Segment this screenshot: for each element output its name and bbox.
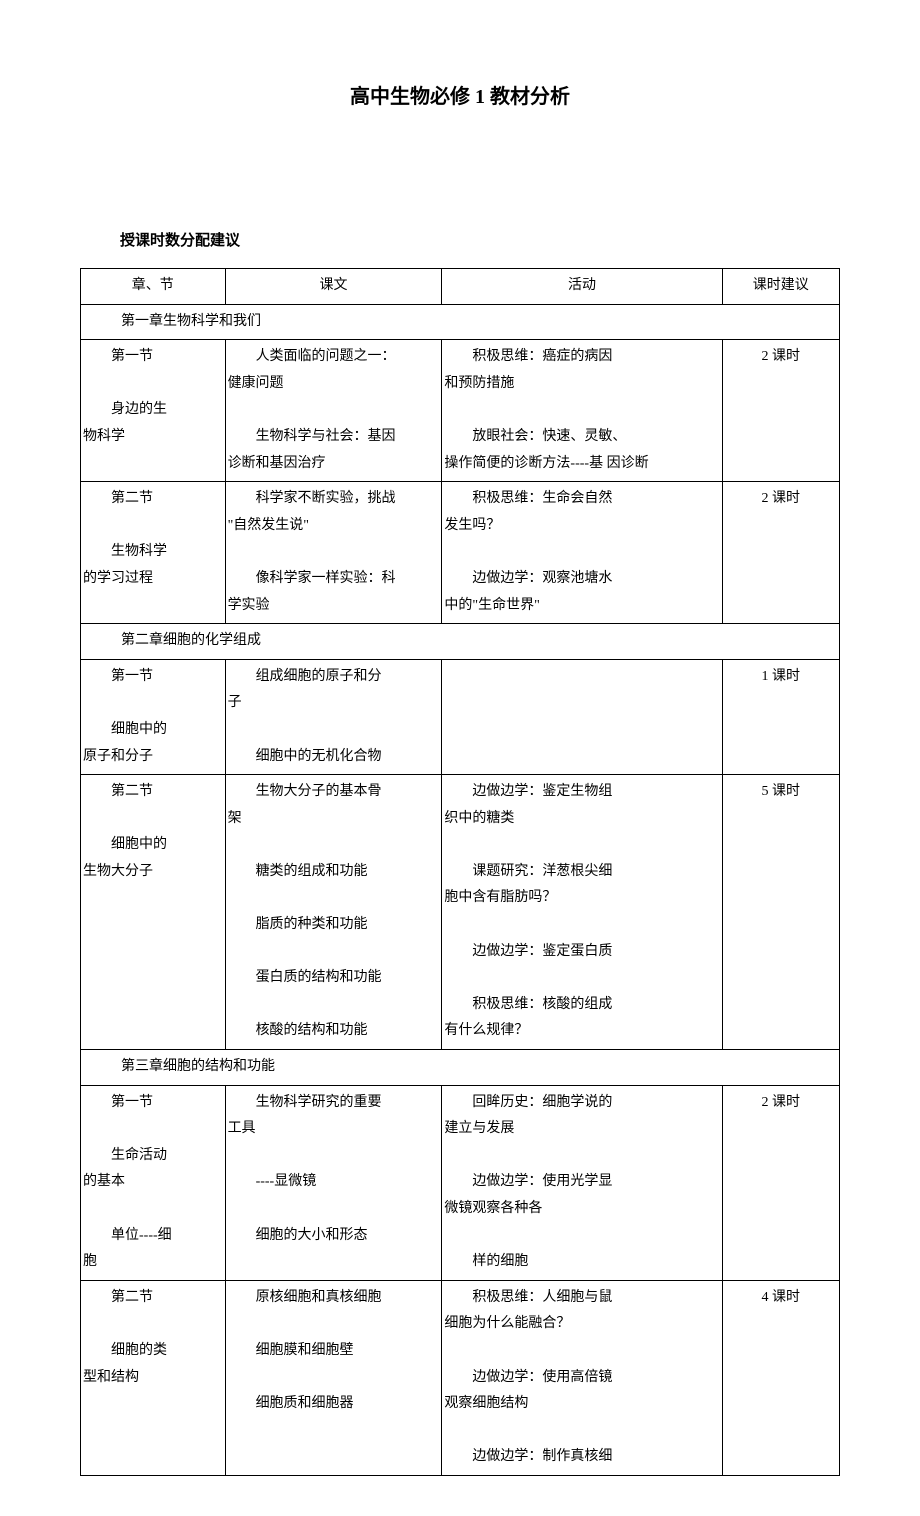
section-subtitle: 授课时数分配建议 <box>120 229 840 250</box>
activity-cell: 回眸历史：细胞学说的 建立与发展 边做边学：使用光学显 微镜观察各种各 样的细胞 <box>442 1085 722 1280</box>
lesson-cell: 组成细胞的原子和分 子 细胞中的无机化合物 <box>225 659 442 774</box>
lesson-cell: 生物大分子的基本骨 架 糖类的组成和功能 脂质的种类和功能 蛋白质的结构和功能 … <box>225 775 442 1050</box>
table-header-row: 章、节 课文 活动 课时建议 <box>81 269 840 305</box>
chapter-row: 第二章细胞的化学组成 <box>81 624 840 660</box>
chapter-row: 第一章生物科学和我们 <box>81 304 840 340</box>
lesson-cell: 科学家不断实验，挑战 "自然发生说" 像科学家一样实验：科 学实验 <box>225 482 442 624</box>
section-cell: 第二节 细胞的类 型和结构 <box>81 1280 226 1475</box>
hours-cell: 4 课时 <box>722 1280 839 1475</box>
section-cell: 第二节 生物科学 的学习过程 <box>81 482 226 624</box>
activity-cell: 积极思维：癌症的病因 和预防措施 放眼社会：快速、灵敏、 操作简便的诊断方法--… <box>442 340 722 482</box>
table-row: 第二节 细胞的类 型和结构 原核细胞和真核细胞 细胞膜和细胞壁 细胞质和细胞器 … <box>81 1280 840 1475</box>
lesson-cell: 原核细胞和真核细胞 细胞膜和细胞壁 细胞质和细胞器 <box>225 1280 442 1475</box>
hours-cell: 2 课时 <box>722 340 839 482</box>
hours-cell: 1 课时 <box>722 659 839 774</box>
chapter-title: 第一章生物科学和我们 <box>81 304 840 340</box>
section-cell: 第二节 细胞中的 生物大分子 <box>81 775 226 1050</box>
header-activity: 活动 <box>442 269 722 305</box>
section-cell: 第一节 生命活动 的基本 单位----细 胞 <box>81 1085 226 1280</box>
schedule-table: 章、节 课文 活动 课时建议 第一章生物科学和我们 第一节 身边的生 物科学 人… <box>80 268 840 1476</box>
section-cell: 第一节 细胞中的 原子和分子 <box>81 659 226 774</box>
hours-cell: 2 课时 <box>722 1085 839 1280</box>
header-hours: 课时建议 <box>722 269 839 305</box>
table-row: 第一节 生命活动 的基本 单位----细 胞 生物科学研究的重要 工具 ----… <box>81 1085 840 1280</box>
hours-cell: 2 课时 <box>722 482 839 624</box>
hours-cell: 5 课时 <box>722 775 839 1050</box>
lesson-cell: 人类面临的问题之一： 健康问题 生物科学与社会：基因 诊断和基因治疗 <box>225 340 442 482</box>
activity-cell: 边做边学：鉴定生物组 织中的糖类 课题研究：洋葱根尖细 胞中含有脂肪吗？ 边做边… <box>442 775 722 1050</box>
chapter-row: 第三章细胞的结构和功能 <box>81 1050 840 1086</box>
page-title: 高中生物必修 1 教材分析 <box>80 80 840 109</box>
section-cell: 第一节 身边的生 物科学 <box>81 340 226 482</box>
chapter-title: 第二章细胞的化学组成 <box>81 624 840 660</box>
header-chapter: 章、节 <box>81 269 226 305</box>
document-page: 高中生物必修 1 教材分析 授课时数分配建议 章、节 课文 活动 课时建议 第一… <box>0 0 920 1516</box>
table-row: 第二节 细胞中的 生物大分子 生物大分子的基本骨 架 糖类的组成和功能 脂质的种… <box>81 775 840 1050</box>
lesson-cell: 生物科学研究的重要 工具 ----显微镜 细胞的大小和形态 <box>225 1085 442 1280</box>
chapter-title: 第三章细胞的结构和功能 <box>81 1050 840 1086</box>
table-row: 第二节 生物科学 的学习过程 科学家不断实验，挑战 "自然发生说" 像科学家一样… <box>81 482 840 624</box>
activity-cell: 积极思维：生命会自然 发生吗？ 边做边学：观察池塘水 中的"生命世界" <box>442 482 722 624</box>
table-row: 第一节 细胞中的 原子和分子 组成细胞的原子和分 子 细胞中的无机化合物 1 课… <box>81 659 840 774</box>
table-row: 第一节 身边的生 物科学 人类面临的问题之一： 健康问题 生物科学与社会：基因 … <box>81 340 840 482</box>
header-lesson: 课文 <box>225 269 442 305</box>
activity-cell: 积极思维：人细胞与鼠 细胞为什么能融合？ 边做边学：使用高倍镜 观察细胞结构 边… <box>442 1280 722 1475</box>
activity-cell <box>442 659 722 774</box>
